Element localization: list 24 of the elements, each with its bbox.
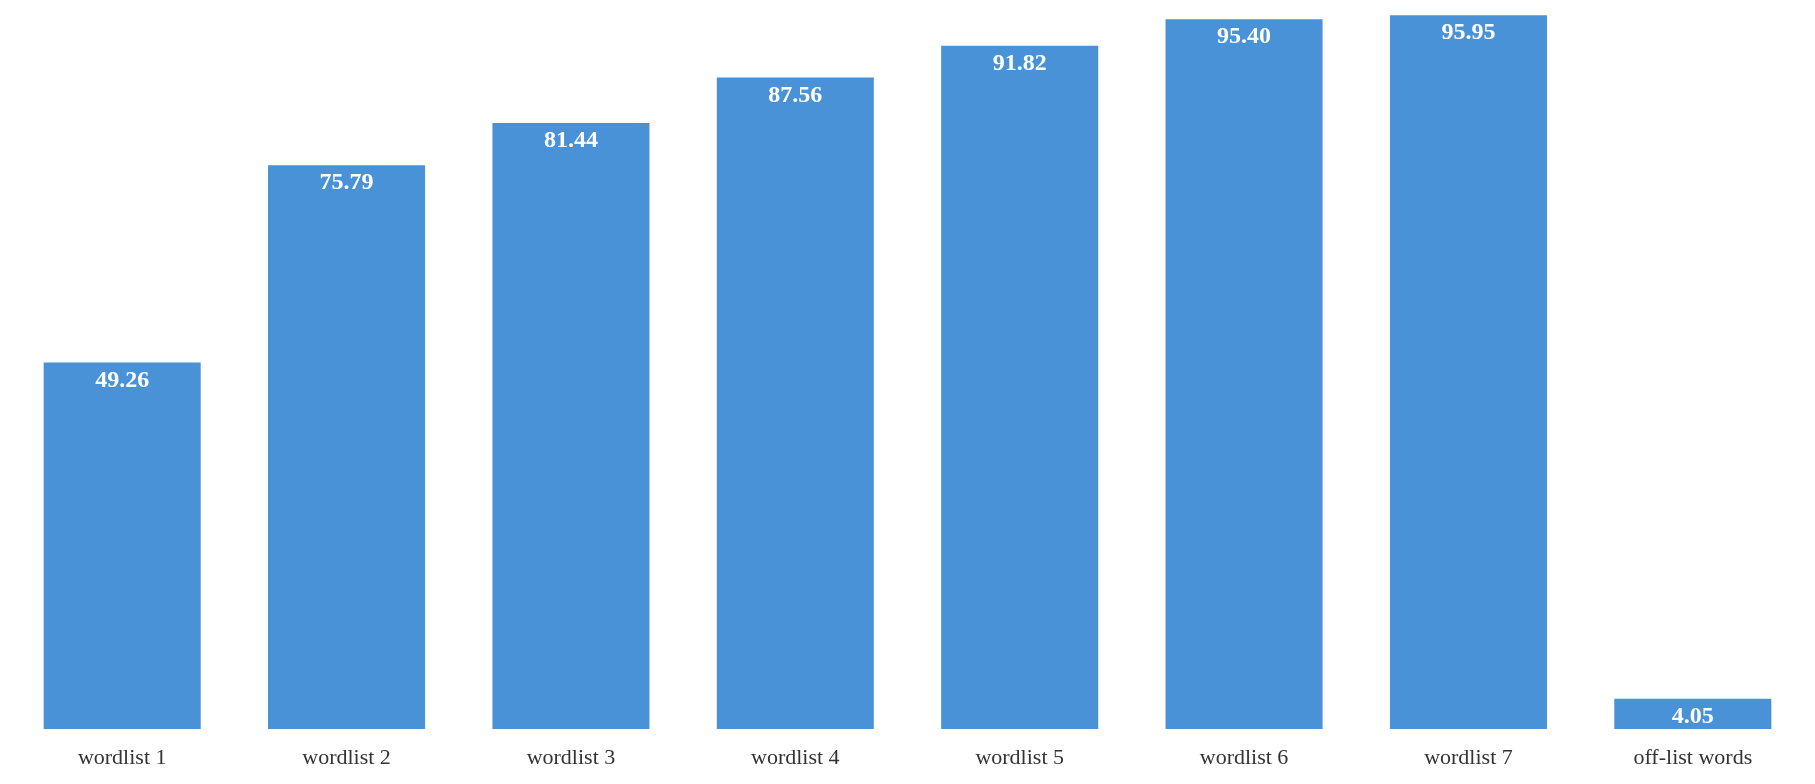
bar (1614, 698, 1772, 729)
data-label: 95.40 (1217, 22, 1272, 49)
x-tick-label: wordlist 7 (1424, 744, 1513, 769)
bar (941, 45, 1099, 729)
data-label: 4.05 (1671, 701, 1714, 728)
x-tick-label: wordlist 3 (526, 744, 616, 769)
data-label: 87.56 (768, 80, 823, 107)
x-tick-label: wordlist 4 (751, 744, 840, 769)
bar (716, 77, 874, 729)
bar (1165, 19, 1323, 729)
bar (1389, 15, 1547, 729)
data-label: 75.79 (319, 168, 374, 195)
bar (268, 165, 426, 729)
bar (43, 362, 201, 729)
data-label: 49.26 (95, 365, 150, 392)
data-label: 95.95 (1441, 18, 1496, 45)
data-label: 91.82 (992, 48, 1047, 75)
x-tick-label: wordlist 5 (975, 744, 1064, 769)
x-tick-label: wordlist 2 (302, 744, 391, 769)
x-tick-label: wordlist 6 (1199, 744, 1289, 769)
x-tick-label: wordlist 1 (77, 744, 167, 769)
data-label: 81.44 (543, 126, 598, 153)
bar (492, 123, 650, 729)
x-tick-label: off-list words (1633, 744, 1753, 769)
